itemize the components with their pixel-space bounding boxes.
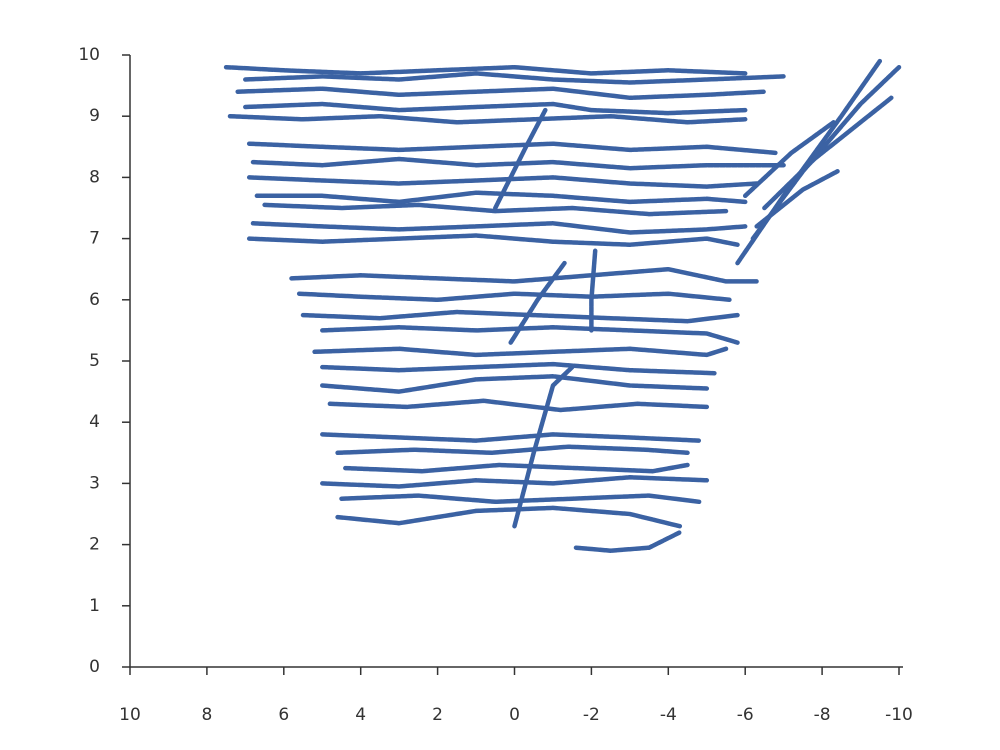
y-tick-label: 8 — [89, 167, 100, 187]
track — [335, 444, 690, 456]
track — [320, 475, 710, 489]
x-tick-label: -6 — [737, 705, 754, 725]
x-tick-label: 0 — [509, 705, 520, 725]
y-tick-label: 7 — [89, 229, 100, 249]
track — [320, 325, 740, 345]
track — [243, 71, 786, 85]
track — [254, 190, 748, 205]
y-tick-label: 10 — [78, 45, 100, 65]
track — [320, 361, 717, 376]
y-tick-label: 3 — [89, 473, 100, 493]
y-tick-label: 0 — [89, 657, 100, 677]
track — [508, 260, 567, 345]
x-tick-label: 10 — [119, 705, 141, 725]
track — [589, 248, 598, 333]
track — [339, 493, 702, 505]
x-tick-label: 4 — [355, 705, 366, 725]
y-tick-label: 2 — [89, 535, 100, 555]
x-tick-label: -2 — [583, 705, 600, 725]
track — [223, 64, 748, 76]
track — [246, 141, 779, 156]
x-tick-label: -8 — [814, 705, 831, 725]
track — [335, 505, 683, 529]
track — [750, 64, 902, 241]
track — [493, 107, 548, 211]
y-tick-label: 5 — [89, 351, 100, 371]
y-tick-label: 4 — [89, 412, 100, 432]
track — [573, 530, 683, 553]
x-tick-label: -4 — [660, 705, 677, 725]
x-tick-label: -10 — [885, 705, 913, 725]
track — [262, 202, 729, 217]
track — [243, 101, 748, 116]
track — [250, 221, 748, 235]
x-tick-label: 6 — [278, 705, 289, 725]
y-tick-label: 9 — [89, 106, 100, 126]
track — [250, 156, 786, 171]
track — [235, 86, 767, 101]
track — [343, 462, 690, 474]
x-tick-label: 2 — [432, 705, 443, 725]
track — [300, 309, 740, 324]
track — [312, 346, 729, 358]
track — [289, 266, 759, 284]
track — [742, 120, 836, 199]
track — [246, 233, 740, 247]
track — [227, 113, 748, 125]
track — [327, 398, 710, 413]
y-tick-label: 1 — [89, 596, 100, 616]
track — [754, 169, 840, 229]
track — [762, 95, 894, 211]
track — [296, 291, 733, 303]
y-tick-label: 6 — [89, 290, 100, 310]
x-tick-label: 8 — [201, 705, 212, 725]
track — [320, 432, 702, 443]
track — [246, 175, 759, 189]
track — [320, 374, 710, 394]
track — [512, 364, 575, 529]
